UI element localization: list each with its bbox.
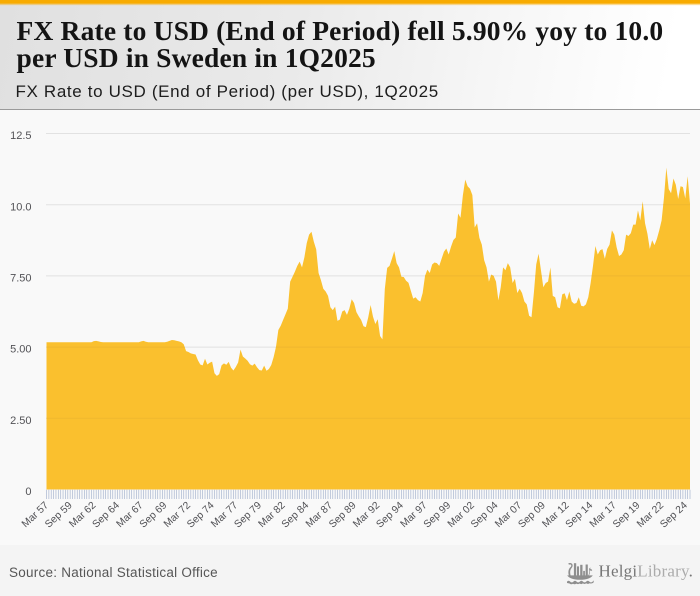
svg-text:12.5: 12.5	[10, 130, 31, 142]
svg-text:2.50: 2.50	[10, 415, 31, 427]
svg-text:10.0: 10.0	[10, 201, 31, 213]
svg-text:HelgiLibrary.: HelgiLibrary.	[599, 562, 694, 581]
svg-text:5.00: 5.00	[10, 344, 31, 356]
svg-text:7.50: 7.50	[10, 273, 31, 285]
svg-text:Sep 24: Sep 24	[658, 500, 690, 530]
svg-text:0: 0	[25, 486, 31, 498]
